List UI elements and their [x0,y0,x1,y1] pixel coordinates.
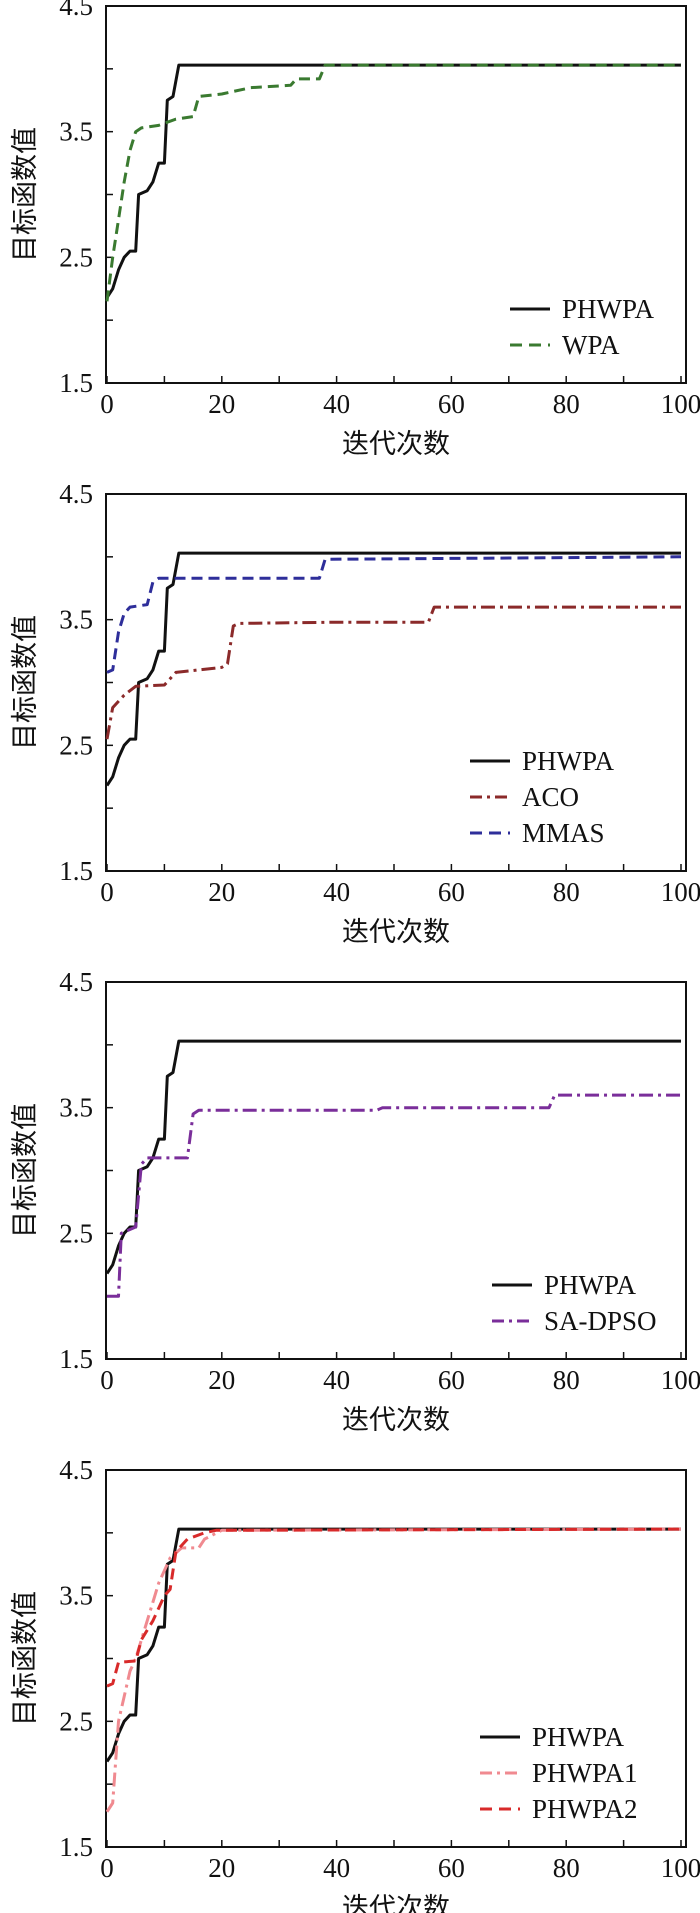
series-line-sa-dpso [107,1093,681,1298]
legend-label: PHWPA [562,294,655,324]
x-tick-label: 40 [323,1365,350,1395]
x-tick-label: 60 [438,389,465,419]
x-tick-label: 20 [208,1365,235,1395]
x-tick-label: 40 [323,1853,350,1883]
y-tick-label: 3.5 [59,1581,93,1611]
x-axis-label: 迭代次数 [342,917,450,947]
plot-frame [105,1469,687,1848]
x-tick-label: 80 [553,1853,580,1883]
plot-frame [105,981,687,1360]
series-line-phwpa [105,551,681,787]
series-line-phwpa [105,1039,681,1275]
subplot-1: 1.5 2.5 3.5 4.5 0 20 40 60 80 100 迭代次数 目标函数值 PHWPA WP… [10,0,700,459]
y-tick-label: 2.5 [59,1218,93,1248]
series-line-phwpa [105,63,681,299]
legend-label: MMAS [522,818,605,848]
x-tick-label: 100 [661,1365,700,1395]
x-tick-label: 80 [553,1365,580,1395]
plot-frame [105,5,687,384]
subplot-2: 1.5 2.5 3.5 4.5 0 20 40 60 80 100 迭代次数 目标函数值 PHWPA AC… [10,479,700,947]
x-tick-label: 100 [661,389,700,419]
x-tick-label: 80 [553,389,580,419]
y-tick-label: 2.5 [59,242,93,272]
y-axis-label: 目标函数值 [10,1591,40,1726]
y-axis-label: 目标函数值 [10,127,40,262]
y-tick-label: 4.5 [59,1455,93,1485]
x-tick-label: 20 [208,1853,235,1883]
plot-frame [105,493,687,872]
y-tick-label: 1.5 [59,368,93,398]
legend-label: PHWPA [544,1270,637,1300]
y-axis-label: 目标函数值 [10,1103,40,1238]
legend-label: PHWPA [532,1722,625,1752]
x-tick-label: 0 [100,389,114,419]
y-tick-label: 1.5 [59,856,93,886]
y-tick-label: 4.5 [59,479,93,509]
x-tick-label: 0 [100,877,114,907]
legend-label: PHWPA [522,746,615,776]
x-tick-label: 0 [100,1365,114,1395]
x-tick-label: 20 [208,389,235,419]
y-tick-label: 4.5 [59,0,93,21]
legend-label: PHWPA2 [532,1794,638,1824]
x-tick-label: 40 [323,389,350,419]
y-tick-label: 3.5 [59,605,93,635]
x-axis-label: 迭代次数 [342,1405,450,1435]
series-line-mmas [106,555,682,674]
legend-label: ACO [522,782,579,812]
series-line-wpa [105,63,681,302]
x-tick-label: 100 [661,877,700,907]
x-axis-label: 迭代次数 [342,1893,450,1913]
y-tick-label: 2.5 [59,730,93,760]
y-tick-label: 1.5 [59,1832,93,1862]
x-tick-label: 60 [438,1853,465,1883]
series-line-aco [105,605,681,740]
series-line-phwpa [105,1527,681,1763]
y-tick-label: 1.5 [59,1344,93,1374]
x-tick-label: 20 [208,877,235,907]
series-line-phwpa1 [105,1527,682,1813]
x-tick-label: 40 [323,877,350,907]
legend-label: WPA [562,330,620,360]
legend-label: PHWPA1 [532,1758,638,1788]
subplot-3: 1.5 2.5 3.5 4.5 0 20 40 60 80 100 迭代次数 目标函数值 PHWPA SA… [10,967,700,1435]
y-tick-label: 2.5 [59,1706,93,1736]
y-axis-label: 目标函数值 [10,615,40,750]
x-tick-label: 0 [100,1853,114,1883]
y-tick-label: 3.5 [59,117,93,147]
y-tick-label: 4.5 [59,967,93,997]
series-line-phwpa2 [106,1527,682,1688]
x-tick-label: 100 [661,1853,700,1883]
y-tick-label: 3.5 [59,1093,93,1123]
legend-label: SA-DPSO [544,1306,657,1336]
x-tick-label: 80 [553,877,580,907]
subplot-4: 1.5 2.5 3.5 4.5 0 20 40 60 80 100 迭代次数 目标函数值 PHWPA PH… [10,1455,700,1913]
x-tick-label: 60 [438,1365,465,1395]
x-axis-label: 迭代次数 [342,429,450,459]
x-tick-label: 60 [438,877,465,907]
